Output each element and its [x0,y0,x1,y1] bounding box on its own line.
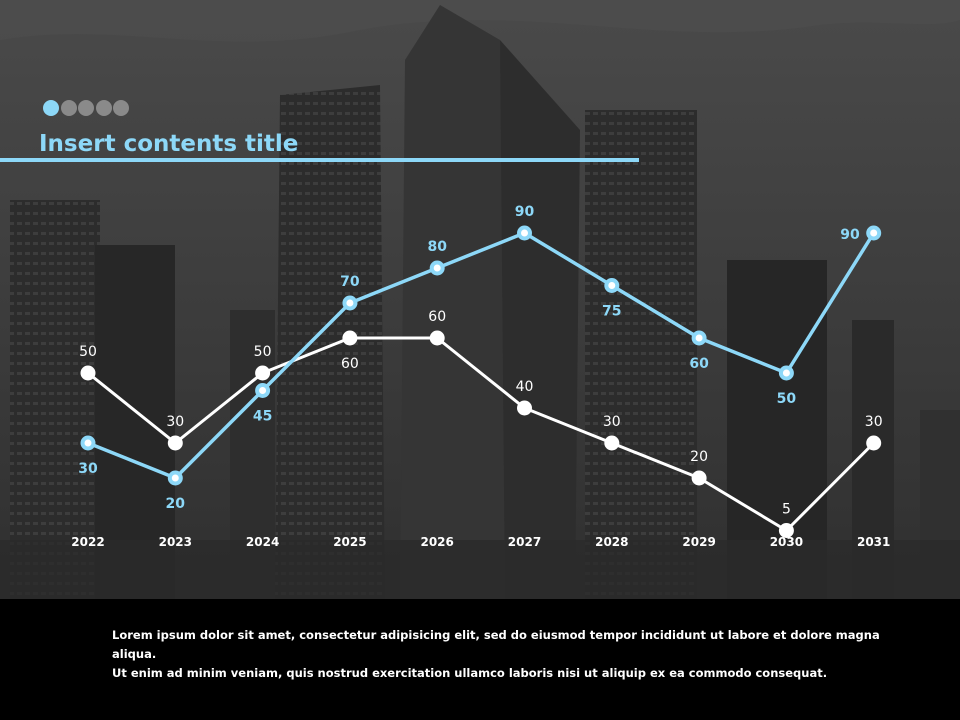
x-tick-label: 2031 [857,535,890,549]
data-label: 50 [777,391,797,407]
data-point [429,330,445,346]
page-title: Insert contents title [39,131,299,157]
x-tick-label: 2027 [508,535,541,549]
title-underline [0,158,639,162]
data-point [691,470,707,486]
data-label: 5 [782,502,791,518]
footer-line-2: Ut enim ad minim veniam, quis nostrud ex… [112,666,828,680]
data-point [866,435,882,451]
data-label: 20 [690,449,708,465]
data-label: 60 [689,356,709,372]
data-point [80,365,96,381]
x-tick-label: 2026 [420,535,453,549]
pager-dot[interactable] [60,100,77,116]
line-chart: 2022 2023 2024 2025 2026 2027 2028 2029 2030 2031… [71,204,890,549]
data-point [517,400,532,416]
data-label: 30 [865,414,883,430]
data-label: 30 [603,414,621,430]
pager-dots [43,100,131,116]
footer-bar [0,599,960,720]
data-label: 90 [515,204,535,220]
data-point [342,330,358,346]
data-point-center [782,369,790,377]
series-line-blue [87,231,876,480]
data-label: 60 [341,356,359,372]
data-label: 75 [602,304,621,320]
x-tick-label: 2023 [159,535,192,549]
x-tick-label: 2022 [71,535,104,549]
data-label: 20 [166,496,186,512]
data-label: 30 [166,414,184,430]
data-label: 50 [79,344,97,360]
data-point [604,435,620,451]
pager-dot[interactable] [113,100,129,116]
data-label: 70 [340,274,360,290]
data-label: 30 [78,461,98,477]
data-point-center [259,387,267,394]
series-line-white [87,336,875,532]
data-point-center [695,334,703,342]
pager-dot-active[interactable] [43,100,59,116]
data-point [255,365,271,381]
x-tick-label: 2028 [595,535,628,549]
data-label: 50 [254,344,272,360]
x-tick-label: 2030 [770,535,803,549]
data-point-center [346,299,354,307]
data-label: 45 [253,409,272,425]
data-label: 90 [840,227,860,243]
footer-line-1: Lorem ipsum dolor sit amet, consectetur … [112,628,880,661]
data-point-center [171,474,179,482]
x-tick-label: 2029 [682,535,715,549]
data-label: 80 [427,239,447,255]
data-point-center [84,439,92,447]
data-label: 40 [516,379,534,395]
data-point-center [608,282,616,289]
x-tick-label: 2024 [246,535,279,549]
data-point [778,523,794,538]
x-tick-label: 2025 [333,535,366,549]
data-point-center [521,229,528,237]
pager-dot[interactable] [95,100,112,116]
data-point-center [433,264,441,272]
pager-dot[interactable] [78,100,94,116]
footer-text: Lorem ipsum dolor sit amet, consectetur … [112,626,882,683]
data-point-center [870,229,878,237]
data-label: 60 [428,309,446,325]
data-point [167,435,183,451]
